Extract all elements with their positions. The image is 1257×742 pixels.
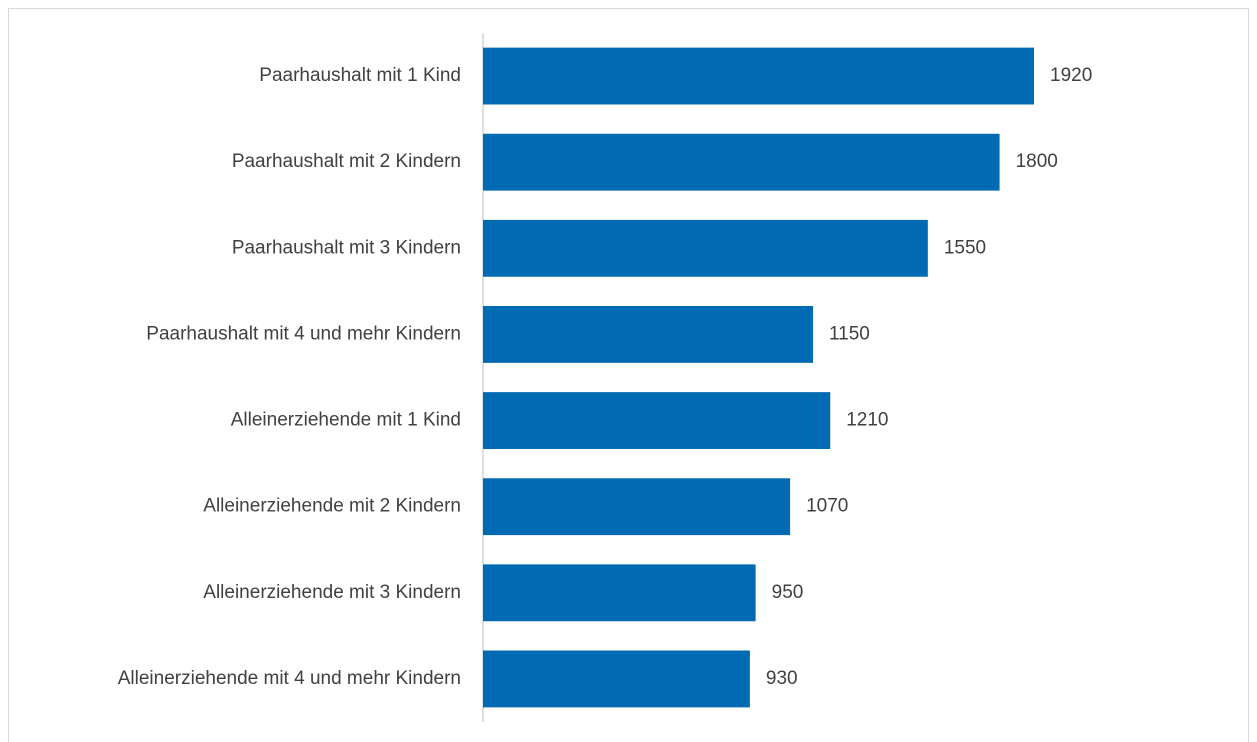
category-label: Paarhaushalt mit 2 Kindern [232,151,461,172]
category-label: Alleinerziehende mit 4 und mehr Kindern [118,668,461,689]
category-label: Paarhaushalt mit 1 Kind [259,65,461,86]
value-label: 1800 [1016,151,1058,172]
category-label: Alleinerziehende mit 1 Kind [231,410,461,431]
value-label: 1550 [944,237,986,258]
bar [483,133,1000,191]
value-label: 950 [772,582,804,603]
value-label: 1070 [806,496,848,517]
category-label: Alleinerziehende mit 3 Kindern [203,582,461,603]
bar [483,306,814,363]
category-label: Alleinerziehende mit 2 Kindern [203,496,461,517]
bar [483,47,1034,105]
bar [483,564,756,622]
bar [483,219,928,277]
value-label: 930 [766,668,798,689]
category-label: Paarhaushalt mit 4 und mehr Kindern [146,323,461,344]
bar [483,650,750,708]
value-label: 1210 [846,410,888,431]
bar [483,478,791,536]
chart-frame [8,8,1249,742]
value-label: 1150 [829,323,870,344]
category-label: Paarhaushalt mit 3 Kindern [232,237,461,258]
bar [483,392,831,449]
value-label: 1920 [1050,65,1092,86]
